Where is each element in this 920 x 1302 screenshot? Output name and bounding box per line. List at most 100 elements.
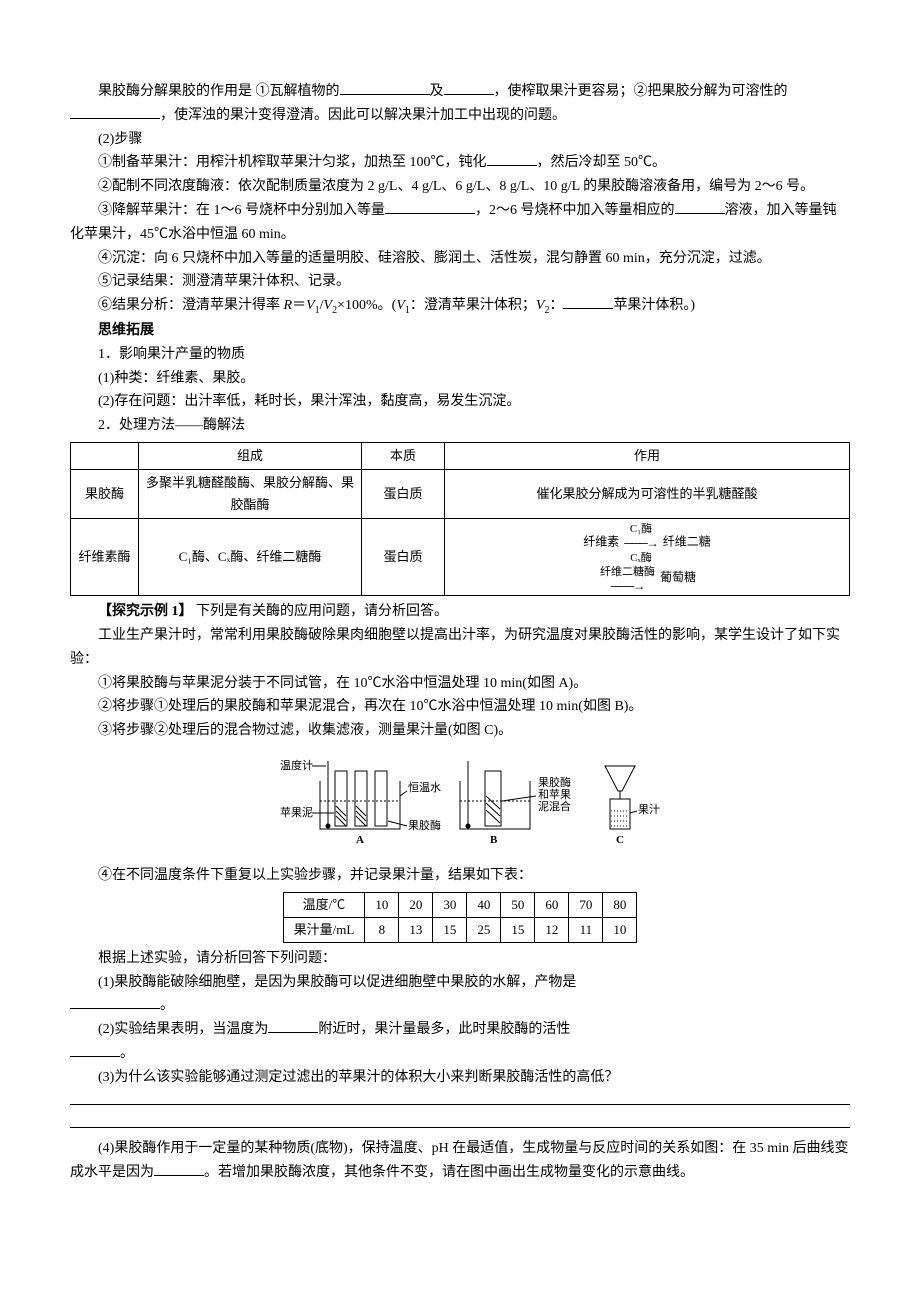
table-cell: 催化果胶分解成为可溶性的半乳糖醛酸 xyxy=(445,470,850,519)
data-table: 温度/℃ 10 20 30 40 50 60 70 80 果汁量/mL 8 13… xyxy=(283,892,638,943)
text: ： xyxy=(549,298,563,313)
text: (3)为什么该实验能够通过测定过滤出的苹果汁的体积大小来判断果胶酶活性的高低？ xyxy=(70,1066,850,1090)
table-cell: 多聚半乳糖醛酸酶、果胶分解酶、果胶酯酶 xyxy=(139,470,362,519)
step-heading: (2)步骤 xyxy=(70,128,850,152)
table-cell: 25 xyxy=(467,917,501,942)
table-cell: 80 xyxy=(603,892,637,917)
svg-text:恒温水: 恒温水 xyxy=(408,781,441,794)
svg-text:果胶酶: 果胶酶 xyxy=(538,775,571,789)
svg-text:苹果泥: 苹果泥 xyxy=(280,805,313,819)
table-cell: 12 xyxy=(535,917,569,942)
svg-text:A: A xyxy=(356,834,364,846)
blank[interactable] xyxy=(268,1018,318,1033)
text: 2．处理方法——酶解法 xyxy=(70,414,850,438)
text: ③将步骤②处理后的混合物过滤，收集滤液，测量果汁量(如图 C)。 xyxy=(70,719,850,743)
text: (2)存在问题：出汁率低，耗时长，果汁浑浊，黏度高，易发生沉淀。 xyxy=(70,390,850,414)
text: 葡萄糖 xyxy=(660,571,696,585)
blank[interactable] xyxy=(385,199,475,214)
blank[interactable] xyxy=(70,1042,120,1057)
table-cell: 纤维素 C₁酶 ───→ Cₓ酶 纤维二糖 纤维二糖酶 ───→ 葡萄糖 xyxy=(445,519,850,596)
table-cell: 20 xyxy=(399,892,433,917)
text: 1．影响果汁产量的物质 xyxy=(70,343,850,367)
text: ⑥结果分析：澄清苹果汁得率 xyxy=(98,298,280,313)
table-cell: 15 xyxy=(433,917,467,942)
table-cell: 30 xyxy=(433,892,467,917)
text: ①将果胶酶与苹果泥分装于不同试管，在 10℃水浴中恒温处理 10 min(如图 … xyxy=(70,672,850,696)
text: ×100%。( xyxy=(337,298,396,313)
svg-text:果汁: 果汁 xyxy=(638,803,660,816)
text: ②配制不同浓度酶液：依次配制质量浓度为 2 g/L、4 g/L、6 g/L、8 … xyxy=(70,175,850,199)
text: ，然后冷却至 50℃。 xyxy=(537,155,667,170)
formula: R＝V1/V2 xyxy=(280,298,337,313)
table-cell: 纤维素酶 xyxy=(71,519,139,596)
svg-text:和苹果: 和苹果 xyxy=(538,787,571,801)
text: (1)果胶酶能破除细胞壁，是因为果胶酶可以促进细胞壁中果胶的水解，产物是 xyxy=(98,975,576,990)
text: 纤维二糖 xyxy=(663,535,711,549)
example-label: 【探究示例 1】 xyxy=(98,604,193,619)
text: ①制备苹果汁：用榨汁机榨取苹果汁匀浆，加热至 100℃，钝化 xyxy=(98,155,487,170)
text: ④沉淀：向 6 只烧杯中加入等量的适量明胶、硅溶胶、膨润土、活性炭，混匀静置 6… xyxy=(70,247,850,271)
text: (1)种类：纤维素、果胶。 xyxy=(70,367,850,391)
table-cell: 13 xyxy=(399,917,433,942)
table-cell: 15 xyxy=(501,917,535,942)
blank-line[interactable] xyxy=(70,1090,850,1105)
text: ：澄清苹果汁体积； xyxy=(410,298,536,313)
text: 。若增加果胶酶浓度，其他条件不变，请在图中画出生成物量变化的示意曲线。 xyxy=(204,1165,694,1180)
text: 苹果汁体积。) xyxy=(613,298,695,313)
experiment-diagram: 温度计 苹果泥 恒温水 果胶酶 A 果胶酶 和苹果 泥混合 B xyxy=(70,751,850,860)
blank[interactable] xyxy=(675,199,725,214)
table-cell: 60 xyxy=(535,892,569,917)
var: V xyxy=(396,298,405,313)
text: ，使榨取果汁更容易；②把果胶分解为可溶性的 xyxy=(494,84,788,99)
svg-text:B: B xyxy=(490,834,498,846)
table-cell: 本质 xyxy=(362,442,445,469)
table-cell: 组成 xyxy=(139,442,362,469)
text: ③降解苹果汁：在 1～6 号烧杯中分别加入等量 xyxy=(98,203,385,218)
table-cell: 温度/℃ xyxy=(283,892,365,917)
blank[interactable] xyxy=(340,80,430,95)
table-row: 组成 本质 作用 xyxy=(71,442,850,469)
text: 。 xyxy=(160,998,174,1013)
enzyme-table: 组成 本质 作用 果胶酶 多聚半乳糖醛酸酶、果胶分解酶、果胶酯酶 蛋白质 催化果… xyxy=(70,442,850,596)
text: 果胶酶分解果胶的作用是 ①瓦解植物的 xyxy=(98,84,340,99)
blank[interactable] xyxy=(70,104,160,119)
table-row: 纤维素酶 C₁酶、Cₓ酶、纤维二糖酶 蛋白质 纤维素 C₁酶 ───→ Cₓ酶 … xyxy=(71,519,850,596)
text: ，使浑浊的果汁变得澄清。因此可以解决果汁加工中出现的问题。 xyxy=(160,108,566,123)
text: 工业生产果汁时，常常利用果胶酶破除果肉细胞壁以提高出汁率，为研究温度对果胶酶活性… xyxy=(70,624,850,672)
text: 。 xyxy=(120,1046,134,1061)
table-row: 果汁量/mL 8 13 15 25 15 12 11 10 xyxy=(283,917,637,942)
text: 纤维素 xyxy=(583,535,619,549)
blank[interactable] xyxy=(154,1161,204,1176)
text: Cₓ酶 xyxy=(630,552,652,564)
table-row: 果胶酶 多聚半乳糖醛酸酶、果胶分解酶、果胶酯酶 蛋白质 催化果胶分解成为可溶性的… xyxy=(71,470,850,519)
table-cell: 10 xyxy=(603,917,637,942)
table-cell: 果汁量/mL xyxy=(283,917,365,942)
blank[interactable] xyxy=(444,80,494,95)
text: C₁酶 xyxy=(630,523,652,535)
text: ，2～6 号烧杯中加入等量相应的 xyxy=(475,203,675,218)
text: ⑤记录结果：测澄清苹果汁体积、记录。 xyxy=(70,270,850,294)
table-cell: 蛋白质 xyxy=(362,519,445,596)
table-cell: 10 xyxy=(365,892,399,917)
text: 附近时，果汁量最多，此时果胶酶的活性 xyxy=(318,1022,570,1037)
blank-line[interactable] xyxy=(70,1113,850,1128)
svg-text:C: C xyxy=(616,834,624,846)
text: 根据上述实验，请分析回答下列问题： xyxy=(70,947,850,971)
text: ②将步骤①处理后的果胶酶和苹果泥混合，再次在 10℃水浴中恒温处理 10 min… xyxy=(70,695,850,719)
table-cell: 果胶酶 xyxy=(71,470,139,519)
text: 纤维二糖酶 xyxy=(600,566,655,578)
table-cell: 70 xyxy=(569,892,603,917)
section-heading: 思维拓展 xyxy=(70,319,850,343)
svg-text:温度计: 温度计 xyxy=(280,758,313,772)
svg-text:泥混合: 泥混合 xyxy=(538,799,571,813)
table-cell: 蛋白质 xyxy=(362,470,445,519)
blank[interactable] xyxy=(70,994,160,1009)
table-cell: 50 xyxy=(501,892,535,917)
table-cell: 8 xyxy=(365,917,399,942)
table-row: 温度/℃ 10 20 30 40 50 60 70 80 xyxy=(283,892,637,917)
blank[interactable] xyxy=(487,151,537,166)
text: 及 xyxy=(430,84,444,99)
blank[interactable] xyxy=(563,294,613,309)
text: ④在不同温度条件下重复以上实验步骤，并记录果汁量，结果如下表： xyxy=(70,864,850,888)
table-cell: C₁酶、Cₓ酶、纤维二糖酶 xyxy=(139,519,362,596)
